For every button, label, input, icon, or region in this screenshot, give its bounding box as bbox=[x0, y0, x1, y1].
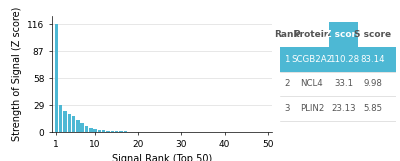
Text: 5.85: 5.85 bbox=[363, 104, 382, 113]
Bar bbox=[85, 126, 88, 132]
FancyBboxPatch shape bbox=[280, 47, 396, 71]
FancyBboxPatch shape bbox=[329, 22, 358, 47]
Bar bbox=[89, 128, 92, 132]
Bar bbox=[63, 111, 67, 132]
Text: 110.28: 110.28 bbox=[329, 55, 359, 64]
Text: SCGB2A2: SCGB2A2 bbox=[291, 55, 332, 64]
Text: Rank: Rank bbox=[274, 30, 300, 39]
Bar bbox=[94, 129, 97, 132]
Text: NCL4: NCL4 bbox=[300, 79, 323, 88]
Bar bbox=[80, 123, 84, 132]
Bar bbox=[76, 120, 80, 132]
X-axis label: Signal Rank (Top 50): Signal Rank (Top 50) bbox=[112, 154, 212, 161]
Bar bbox=[98, 130, 101, 132]
Text: Protein: Protein bbox=[293, 30, 330, 39]
Bar bbox=[111, 131, 114, 132]
Text: 1: 1 bbox=[284, 55, 290, 64]
Bar bbox=[59, 105, 62, 132]
Text: PLIN2: PLIN2 bbox=[300, 104, 324, 113]
Bar bbox=[68, 114, 71, 132]
Bar bbox=[115, 131, 118, 132]
Bar bbox=[72, 116, 75, 132]
Text: 33.1: 33.1 bbox=[334, 79, 353, 88]
Y-axis label: Strength of Signal (Z score): Strength of Signal (Z score) bbox=[12, 7, 22, 141]
Bar bbox=[54, 24, 58, 132]
Text: 83.14: 83.14 bbox=[360, 55, 385, 64]
Bar bbox=[124, 131, 127, 132]
Text: 23.13: 23.13 bbox=[332, 104, 356, 113]
Bar bbox=[119, 131, 123, 132]
Text: 9.98: 9.98 bbox=[363, 79, 382, 88]
Text: 3: 3 bbox=[284, 104, 290, 113]
Bar bbox=[102, 130, 106, 132]
Text: 2: 2 bbox=[284, 79, 290, 88]
Text: S score: S score bbox=[354, 30, 391, 39]
Text: Z score: Z score bbox=[325, 30, 362, 39]
Bar bbox=[106, 131, 110, 132]
